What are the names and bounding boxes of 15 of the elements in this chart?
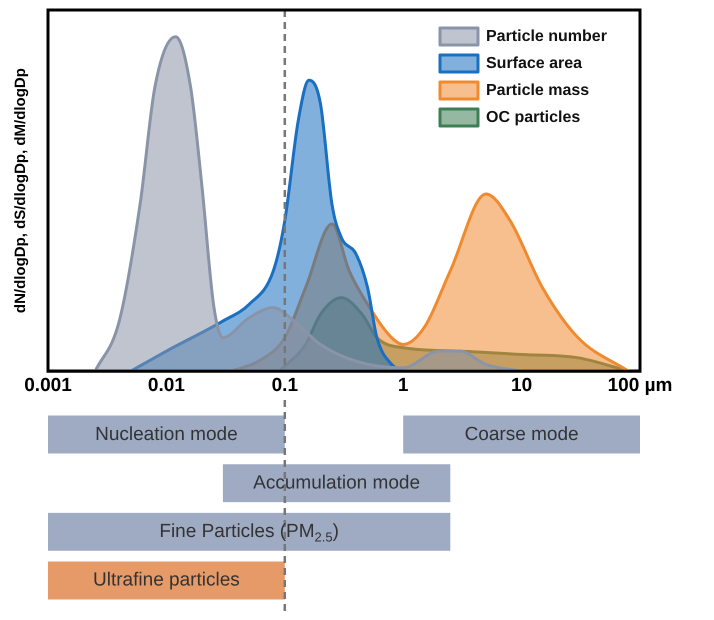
- data-label: Coarse mode: [464, 424, 579, 445]
- x-tick-label: 1: [398, 374, 409, 396]
- x-tick-label: 0.1: [272, 374, 298, 396]
- y-axis-title: dN/dlogDp, dS/dlogDp, dM/dlogDp: [12, 68, 30, 314]
- data-label: Accumulation mode: [253, 472, 420, 494]
- data-label: Nucleation mode: [95, 424, 238, 445]
- x-tick-label: 10: [511, 374, 532, 396]
- x-tick-label: 100 µm: [608, 374, 672, 396]
- legend-label: Surface area: [486, 54, 582, 72]
- legend-label: Particle mass: [486, 82, 590, 99]
- legend-label: OC particles: [486, 108, 580, 126]
- legend-label: Particle number: [486, 28, 607, 45]
- x-tick-label: 0.01: [148, 374, 186, 396]
- data-label: Ultrafine particles: [93, 570, 240, 591]
- x-tick-label: 0.001: [24, 374, 72, 396]
